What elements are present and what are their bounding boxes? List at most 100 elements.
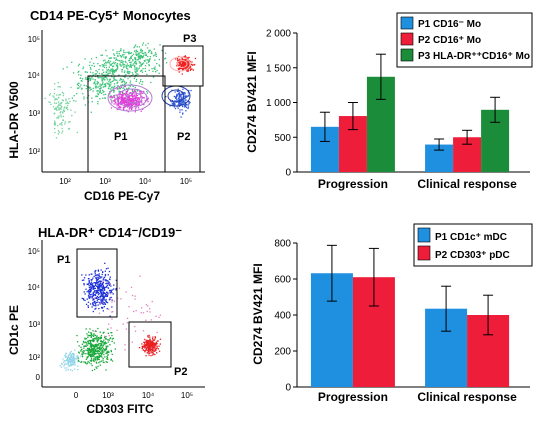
y-tick-label: 800: [274, 239, 291, 250]
flow-event-dot: [85, 338, 88, 340]
flow-event-dot: [130, 286, 133, 288]
flow-event-dot: [165, 57, 167, 59]
flow-event-dot: [95, 345, 98, 348]
flow-event-dot: [138, 347, 141, 349]
flow-event-dot: [108, 79, 111, 81]
flow-event-dot: [116, 81, 118, 83]
flow-event-dot: [130, 100, 132, 102]
flow-event-dot: [124, 60, 126, 63]
flow-event-dot: [189, 101, 191, 104]
flow-event-dot: [188, 64, 190, 66]
flow-event-dot: [96, 350, 98, 353]
flow-event-dot: [103, 287, 105, 290]
flow-event-dot: [119, 94, 121, 96]
flow-event-dot: [102, 78, 104, 80]
flow-event-dot: [93, 333, 95, 335]
flow-event-dot: [148, 350, 150, 353]
flow-event-dot: [90, 355, 92, 357]
flow-event-dot: [135, 93, 137, 95]
flow-event-dot: [106, 62, 108, 64]
flow-event-dot: [105, 295, 107, 297]
flow-event-dot: [109, 337, 112, 339]
flow-event-dot: [102, 279, 104, 281]
flow-event-dot: [180, 64, 182, 66]
flow-event-dot: [84, 338, 86, 340]
flow-event-dot: [127, 104, 129, 106]
flow-event-dot: [98, 312, 101, 314]
flow-event-dot: [92, 72, 94, 74]
flow-event-dot: [147, 335, 149, 337]
flow-event-dot: [63, 364, 66, 366]
flow-event-dot: [180, 97, 183, 100]
flow-event-dot: [58, 108, 61, 110]
flow-event-dot: [108, 57, 110, 59]
flow-event-dot: [97, 292, 99, 294]
flow-y-ticks: 10⁵ 10⁴ 10³ 10² 0: [28, 247, 41, 382]
flow-event-dot: [112, 71, 114, 73]
flow-event-dot: [122, 108, 125, 110]
flow-event-dot: [109, 283, 111, 285]
flow-event-dot: [179, 93, 181, 95]
flow-event-dot: [55, 107, 57, 109]
flow-event-dot: [128, 306, 130, 308]
flow-event-dot: [155, 55, 157, 57]
flow-event-dot: [141, 52, 143, 54]
flow-event-dot: [144, 347, 146, 349]
flow-event-dot: [130, 61, 132, 63]
flow-event-dot: [143, 345, 145, 347]
flow-event-dot: [53, 93, 56, 95]
flow-event-dot: [151, 352, 154, 354]
flow-event-dot: [80, 346, 82, 348]
flow-event-dot: [110, 327, 112, 329]
flow-event-dot: [91, 345, 94, 347]
flow-event-dot: [127, 64, 129, 67]
flow-event-dot: [97, 353, 100, 355]
flow-event-dot: [155, 343, 157, 345]
flow-event-dot: [99, 344, 102, 347]
flow-event-dot: [99, 289, 101, 291]
flow-event-dot: [89, 353, 91, 356]
flow-event-dot: [130, 57, 132, 59]
flow-event-dot: [104, 275, 107, 277]
flow-event-dot: [181, 67, 183, 69]
flow-event-dot: [97, 293, 100, 296]
flow-event-dot: [77, 71, 79, 73]
flow-event-dot: [77, 65, 80, 67]
flow-event-dot: [111, 299, 113, 301]
flow-event-dot: [130, 107, 132, 109]
flow-event-dot: [107, 274, 109, 276]
flow-event-dot: [151, 349, 154, 352]
flow-event-dot: [102, 344, 104, 347]
flow-event-dot: [107, 267, 109, 269]
flow-event-dot: [138, 99, 140, 101]
flow-event-dot: [96, 290, 98, 292]
flow-event-dot: [147, 349, 149, 351]
flow-event-dot: [155, 348, 157, 350]
flow-event-dot: [147, 61, 150, 63]
flow-event-dot: [104, 59, 106, 61]
flow-event-dot: [183, 92, 185, 94]
flow-event-dot: [145, 347, 148, 349]
flow-event-dot: [104, 93, 107, 95]
gate-label-p2: P2: [174, 366, 187, 378]
flow-event-dot: [127, 96, 129, 98]
flow-event-dot: [176, 98, 178, 100]
flow-event-dot: [96, 71, 99, 73]
flow-event-dot: [172, 100, 174, 102]
flow-event-dot: [95, 330, 97, 333]
flow-event-dot: [68, 354, 70, 356]
flow-event-dot: [96, 80, 98, 83]
flow-event-dot: [124, 98, 126, 100]
flow-event-dot: [120, 78, 123, 81]
flow-event-dot: [104, 262, 106, 264]
flow-event-dot: [124, 103, 126, 106]
flow-event-dot: [74, 358, 76, 361]
flow-event-dot: [74, 357, 76, 360]
flow-event-dot: [129, 59, 131, 61]
flow-event-dot: [52, 106, 55, 108]
flow-event-dot: [118, 50, 120, 53]
flow-event-dot: [105, 348, 108, 350]
flow-event-dot: [151, 346, 153, 348]
flow-event-dot: [88, 278, 90, 280]
flow-event-dot: [150, 347, 153, 349]
